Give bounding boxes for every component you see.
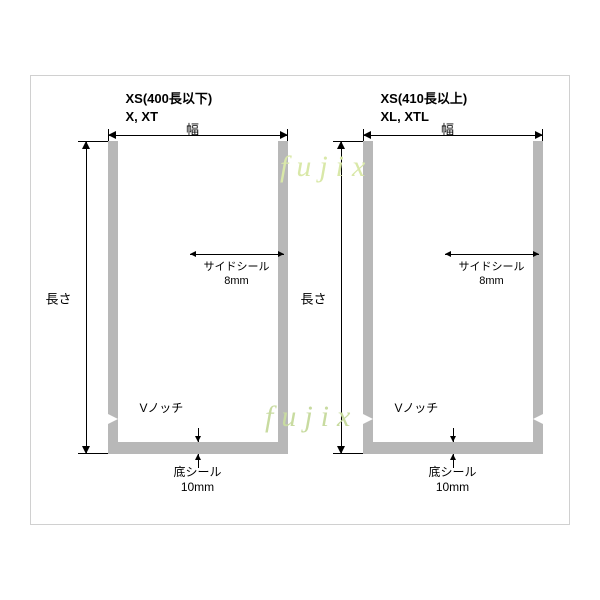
bottom-arrow-up: [198, 428, 199, 442]
side-seal-l2: 8mm: [479, 275, 503, 287]
tick: [333, 453, 363, 454]
tick: [108, 129, 109, 141]
length-label: 長さ: [46, 288, 72, 307]
bottom-seal-l1: 底シール: [173, 465, 221, 479]
panel-right: XS(410長以上) XL, XTL 幅 長さ サイドシール 8mm Vノッチ: [303, 135, 553, 460]
side-seal-label: サイドシール 8mm: [459, 260, 525, 289]
bottom-seal-l2: 10mm: [436, 480, 469, 494]
tick: [78, 453, 108, 454]
title-line1: XS(400長以下): [126, 91, 213, 106]
bottom-seal-label: 底シール 10mm: [123, 465, 221, 496]
tick: [363, 129, 364, 141]
bottom-seal-label: 底シール 10mm: [378, 465, 476, 496]
dim-length: [341, 141, 342, 454]
tick: [333, 141, 363, 142]
tick: [287, 129, 288, 141]
tick: [542, 129, 543, 141]
tick: [78, 141, 108, 142]
bottom-arrow-up: [453, 428, 454, 442]
vnotch-left: [363, 414, 373, 424]
vnotch-label: Vノッチ: [395, 399, 439, 416]
panel-left: XS(400長以下) X, XT 幅 長さ サイドシール 8mm Vノッチ: [48, 135, 298, 460]
vnotch-left: [108, 414, 118, 424]
bag-shape: サイドシール 8mm Vノッチ: [108, 141, 288, 454]
bag-inner: [373, 141, 533, 442]
dim-width: [363, 135, 543, 136]
dim-width: [108, 135, 288, 136]
side-seal-label: サイドシール 8mm: [204, 260, 270, 289]
length-label: 長さ: [301, 288, 327, 307]
bag-shape: サイドシール 8mm Vノッチ: [363, 141, 543, 454]
vnotch-right: [533, 414, 543, 424]
side-seal-arrow: [445, 254, 539, 255]
side-seal-l1: サイドシール: [459, 261, 525, 273]
title-line1: XS(410長以上): [381, 91, 468, 106]
bottom-seal-l1: 底シール: [428, 465, 476, 479]
dim-length: [86, 141, 87, 454]
vnotch-label: Vノッチ: [140, 399, 184, 416]
side-seal-l2: 8mm: [224, 275, 248, 287]
side-seal-l1: サイドシール: [204, 261, 270, 273]
diagram-area: XS(400長以下) X, XT 幅 長さ サイドシール 8mm Vノッチ: [45, 135, 555, 460]
bag-inner: [118, 141, 278, 442]
bottom-seal-l2: 10mm: [181, 480, 214, 494]
side-seal-arrow: [190, 254, 284, 255]
